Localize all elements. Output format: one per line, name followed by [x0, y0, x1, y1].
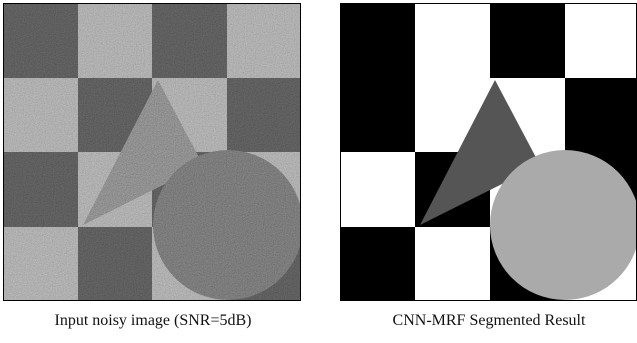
right-caption: CNN-MRF Segmented Result [339, 312, 637, 330]
figure-images [0, 0, 637, 310]
left-caption: Input noisy image (SNR=5dB) [3, 312, 303, 330]
segmented-image [340, 3, 637, 301]
noisy-image [3, 3, 303, 301]
figure: Input noisy image (SNR=5dB) CNN-MRF Segm… [0, 0, 637, 343]
